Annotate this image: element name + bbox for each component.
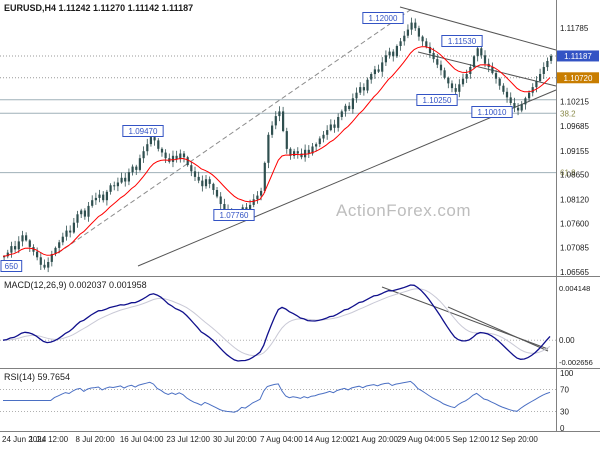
price-label-box: [362, 12, 404, 24]
time-axis-label: 23 Jul 12:00: [166, 435, 210, 444]
price-label-box: [0, 260, 23, 272]
svg-text:1.11530: 1.11530: [448, 37, 477, 46]
svg-text:1.12000: 1.12000: [369, 14, 398, 23]
time-axis-label: 24 Jun 2024: [2, 435, 47, 444]
svg-text:1.08120: 1.08120: [560, 195, 589, 204]
main-chart-canvas[interactable]: 38.2 61.8 1.12000 1.11530 1.10250 1.10010 1.09…: [0, 0, 600, 277]
macd-signal-line: [2, 288, 551, 357]
macd-trendline: [447, 306, 549, 352]
svg-text:1.09470: 1.09470: [129, 127, 158, 136]
macd-indicator-label: MACD(12,26,9) 0.002037 0.001958: [4, 280, 147, 290]
trendline: [417, 51, 557, 87]
trendline: [137, 89, 557, 267]
time-axis-label: 30 Jul 20:00: [212, 435, 257, 444]
axis-price-badge: [557, 50, 599, 62]
candlesticks: [3, 17, 553, 273]
chart-ohlc-header: EURUSD,H4 1.11242 1.11270 1.11142 1.1118…: [4, 3, 194, 13]
svg-text:1.07600: 1.07600: [560, 220, 589, 229]
svg-text:0.00: 0.00: [559, 336, 575, 345]
svg-text:1.07085: 1.07085: [560, 244, 589, 253]
time-axis-label: 21 Aug 20:00: [350, 435, 398, 444]
price-label-box: [416, 94, 458, 106]
rsi-indicator-label: RSI(14) 59.7654: [4, 372, 71, 382]
svg-text:650: 650: [5, 262, 19, 271]
svg-text:1.10720: 1.10720: [564, 74, 593, 83]
time-axis-label: 12 Sep 20:00: [490, 435, 538, 444]
time-axis: 24 Jun 2024 1 Jul 12:00 8 Jul 20:00 16 Jul …: [0, 433, 600, 449]
svg-text:1.08650: 1.08650: [560, 171, 589, 180]
price-label-box: [213, 209, 255, 221]
axis-price-badge: [557, 72, 599, 84]
price-label-box: [441, 35, 483, 47]
svg-text:1.11187: 1.11187: [564, 52, 592, 61]
time-axis-label: 1 Jul 12:00: [28, 435, 69, 444]
price-label-box: [471, 106, 513, 118]
svg-text:1.10250: 1.10250: [423, 96, 452, 105]
svg-text:38.2: 38.2: [560, 109, 576, 118]
svg-text:1.06565: 1.06565: [560, 268, 589, 277]
time-axis-label: 7 Aug 04:00: [259, 435, 303, 444]
macd-main-line: [2, 284, 551, 362]
time-axis-label: 14 Aug 12:00: [304, 435, 352, 444]
svg-text:1.07760: 1.07760: [220, 211, 249, 220]
time-axis-label: 16 Jul 04:00: [119, 435, 164, 444]
time-axis-label: 5 Sep 12:00: [445, 435, 490, 444]
svg-text:61.8: 61.8: [560, 169, 576, 178]
svg-text:70: 70: [560, 386, 569, 395]
svg-text:1.10010: 1.10010: [478, 108, 507, 117]
svg-text:1.09685: 1.09685: [560, 122, 589, 131]
rsi-panel-canvas[interactable]: 100 70 30 0: [0, 369, 600, 432]
svg-text:-0.002656: -0.002656: [559, 358, 593, 367]
svg-text:1.09155: 1.09155: [560, 147, 589, 156]
time-axis-label: 8 Jul 20:00: [75, 435, 115, 444]
price-label-box: [122, 125, 164, 137]
svg-text:100: 100: [560, 369, 574, 378]
macd-panel-canvas[interactable]: 0.004148 0.00 -0.002656: [0, 277, 600, 369]
rsi-line: [3, 380, 551, 413]
svg-text:1.10215: 1.10215: [560, 97, 589, 106]
svg-text:0.004148: 0.004148: [559, 284, 590, 293]
svg-text:30: 30: [560, 408, 569, 417]
svg-text:0: 0: [560, 424, 565, 432]
watermark: ActionForex.com: [336, 201, 472, 220]
time-axis-label: 29 Aug 04:00: [397, 435, 445, 444]
moving-average-line: [2, 46, 551, 257]
svg-text:1.11785: 1.11785: [560, 24, 589, 33]
trendline: [399, 6, 557, 51]
